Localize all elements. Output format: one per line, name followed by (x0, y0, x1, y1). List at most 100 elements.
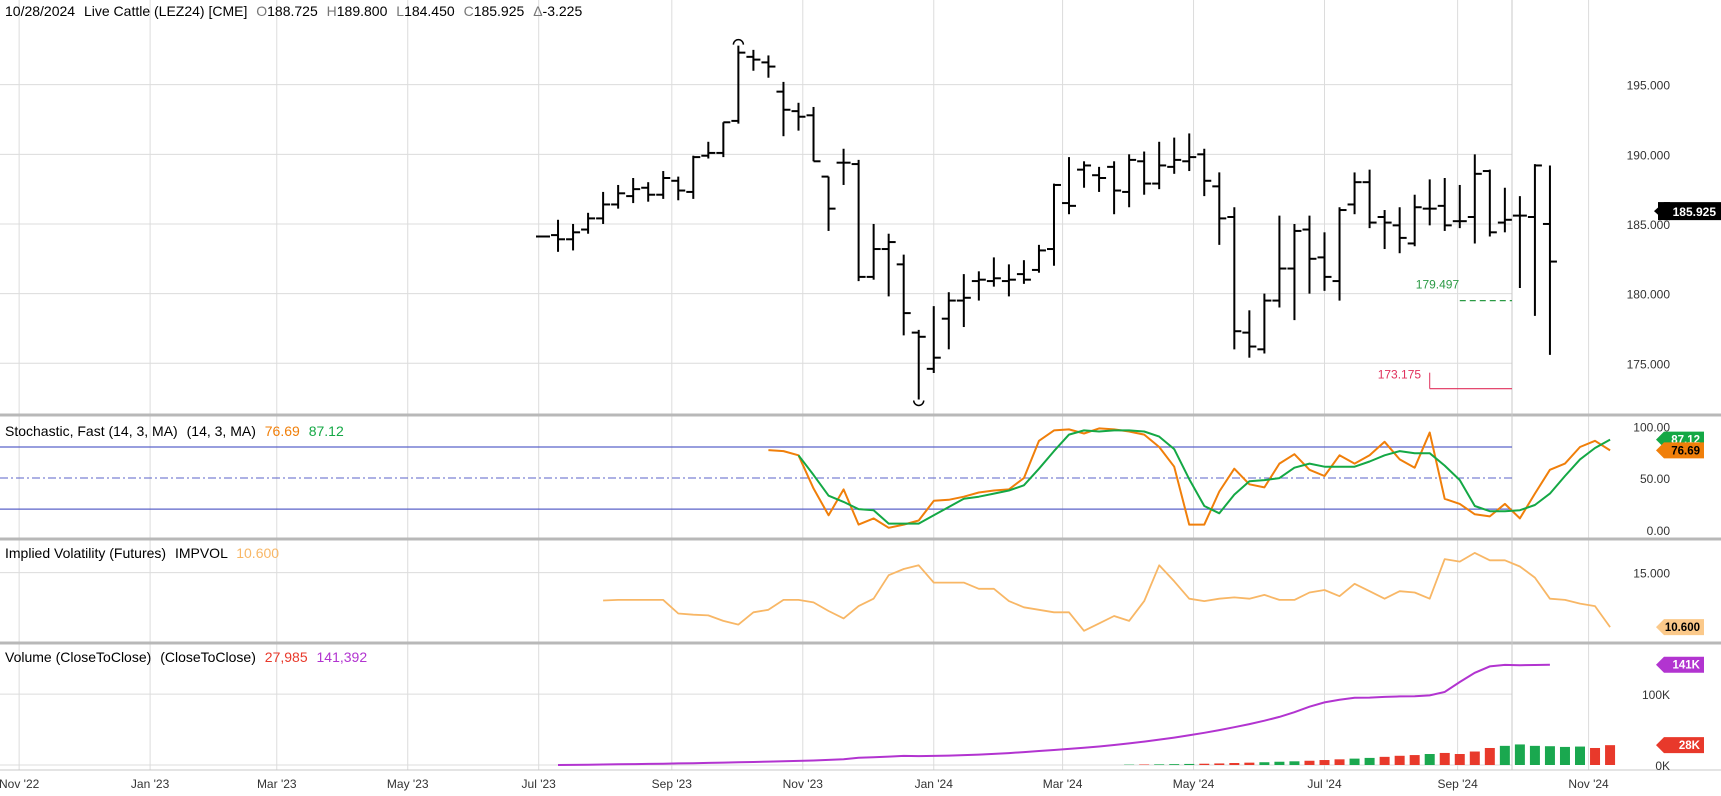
iv-value-tag-bg (1656, 619, 1704, 636)
volume-bar (1559, 746, 1570, 765)
implied-volatility-panel[interactable] (603, 552, 1611, 632)
volume-bar (1334, 759, 1345, 765)
annotation-label: 179.497 (1416, 278, 1460, 292)
ohlc-bar (1377, 210, 1392, 250)
ohlc-bar (566, 223, 581, 251)
volume-bar (1319, 760, 1330, 765)
price-tick-label: 180.000 (1627, 288, 1671, 302)
volume-bar (1499, 745, 1510, 765)
price-panel[interactable]: 179.497 173.175 (536, 39, 1557, 407)
ohlc-bar (1001, 264, 1016, 297)
legend-date: 10/28/2024 (5, 3, 75, 19)
iv-line (603, 552, 1611, 632)
ohlc-bar (1227, 207, 1242, 350)
ohlc-bar (1437, 178, 1452, 231)
ohlc-bar (746, 49, 761, 71)
volume-bar (1409, 755, 1420, 765)
volume-bar (1575, 746, 1585, 765)
legend-instrument: Live Cattle (LEZ24) [CME] (84, 3, 247, 19)
ohlc-bar (581, 212, 596, 234)
ohlc-bar (896, 254, 911, 336)
time-axis-label: Sep '23 (652, 777, 693, 791)
ohlc-bar (1167, 137, 1182, 174)
ohlc-bar (1347, 172, 1362, 215)
ohlc-bar (1062, 157, 1077, 215)
legend-low-label: L (396, 3, 404, 19)
stochastic-panel[interactable] (0, 427, 1611, 529)
ohlc-bar (671, 176, 686, 201)
volume-bar (1439, 752, 1450, 765)
ohlc-bar (1152, 141, 1167, 190)
volume-bar (1244, 762, 1255, 765)
volume-bar (1514, 744, 1525, 765)
ohlc-bar (866, 223, 881, 280)
time-axis-label: Jul '23 (522, 777, 557, 791)
volume-bar (1484, 747, 1495, 765)
time-axis-label: May '23 (387, 777, 429, 791)
volume-bar (1349, 758, 1360, 765)
stochastic-d-line (797, 429, 1611, 525)
volume-bar (1304, 760, 1315, 765)
legend-open-label: O (256, 3, 267, 19)
volume-bar (1214, 763, 1225, 765)
stochastic-k-tag-bg (1656, 442, 1704, 459)
volume-panel[interactable] (557, 663, 1616, 766)
open-interest-value: 141,392 (317, 649, 368, 665)
ohlc-bar (941, 292, 956, 350)
ohlc-bar (1122, 154, 1137, 208)
ohlc-bar (1452, 184, 1467, 229)
ohlc-bar (806, 106, 821, 163)
ohlc-bar (701, 141, 716, 159)
last-price-tag (1654, 202, 1721, 221)
last-price-label: 185.925 (1673, 205, 1717, 219)
time-axis-label: Nov '23 (783, 777, 824, 791)
annotation-label: 173.175 (1378, 368, 1422, 382)
ohlc-bar (611, 184, 626, 209)
legend-open-value: 188.725 (267, 3, 318, 19)
time-axis-label: Nov '24 (1568, 777, 1609, 791)
time-axis-label: Jan '23 (131, 777, 170, 791)
iv-legend: Implied Volatility (Futures) IMPVOL 10.6… (5, 545, 279, 561)
grid (0, 0, 1590, 770)
stochastic-d-value: 87.12 (309, 423, 344, 439)
iv-tick-label: 15.000 (1633, 567, 1670, 581)
stochastic-params: (14, 3, MA) (187, 423, 256, 439)
ohlc-bar (551, 219, 566, 252)
price-tick-label: 195.000 (1627, 79, 1671, 93)
volume-bar (1154, 764, 1165, 765)
legend-change-label: Δ (533, 3, 542, 19)
open-interest-line (557, 663, 1550, 766)
time-axis-label: May '24 (1173, 777, 1215, 791)
volume-bar (1424, 754, 1435, 765)
ohlc-bar (686, 155, 701, 199)
volume-bar (1259, 762, 1270, 765)
time-axis-label: Nov '22 (0, 777, 40, 791)
iv-value-tag-label: 10.600 (1665, 622, 1700, 634)
ohlc-bar (1046, 183, 1061, 266)
ohlc-bar (1257, 293, 1272, 354)
time-axis[interactable]: Nov '22 Jan '23 Mar '23 May '23 Jul '23 Sep '… (0, 777, 1609, 791)
ohlc-bar (986, 257, 1001, 287)
volume-tag: 28K (1656, 737, 1704, 754)
ohlc-bar (716, 121, 731, 158)
volume-title: Volume (CloseToClose) (5, 649, 151, 665)
time-axis-label: Jul '24 (1307, 777, 1342, 791)
price-legend: 10/28/2024 Live Cattle (LEZ24) [CME] O18… (5, 3, 582, 19)
ohlc-bar (1212, 172, 1227, 245)
right-price-axis[interactable]: 195.000 190.000 185.000 180.000 175.000 100.0… (1627, 79, 1721, 773)
ohlc-bar (1407, 194, 1422, 247)
iv-title: Implied Volatility (Futures) (5, 545, 166, 561)
legend-high-value: 189.800 (337, 3, 388, 19)
ohlc-bar (971, 271, 986, 301)
volume-bar (1379, 756, 1390, 765)
price-tick-label: 185.000 (1627, 218, 1671, 232)
swing-high-marker (732, 39, 745, 45)
volume-value: 27,985 (265, 649, 308, 665)
ohlc-bar (731, 45, 746, 124)
ohlc-bar (1016, 260, 1031, 284)
panel-separators (0, 0, 1721, 771)
ohlc-bar (1497, 187, 1512, 233)
ohlc-bar (1422, 179, 1437, 226)
time-axis-label: Mar '23 (257, 777, 297, 791)
